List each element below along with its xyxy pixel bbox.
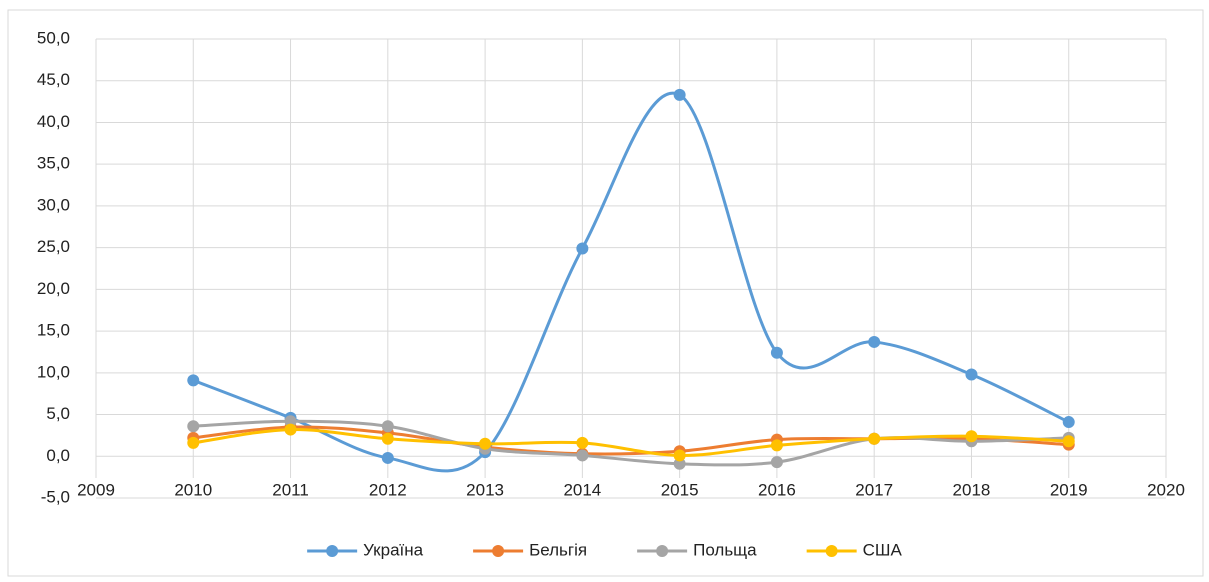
y-tick-label: 45,0 — [37, 70, 70, 89]
legend-label: Бельгія — [529, 540, 587, 559]
data-point — [381, 451, 394, 464]
data-point — [479, 437, 492, 450]
x-tick-label: 2019 — [1050, 480, 1088, 499]
data-point — [673, 88, 686, 101]
data-point — [187, 436, 200, 449]
y-tick-label: 15,0 — [37, 321, 70, 340]
x-tick-label: 2012 — [369, 480, 407, 499]
data-point — [381, 432, 394, 445]
legend-marker — [825, 545, 838, 557]
x-tick-label: 2015 — [661, 480, 699, 499]
x-tick-label: 2011 — [272, 480, 309, 499]
y-tick-label: 10,0 — [37, 362, 70, 381]
legend-label: Польща — [693, 540, 757, 559]
data-point — [965, 368, 978, 381]
x-tick-label: 2017 — [855, 480, 893, 499]
data-point — [576, 242, 589, 255]
legend-marker — [656, 545, 669, 557]
y-tick-label: 0,0 — [46, 446, 70, 465]
chart-border — [7, 9, 1204, 577]
data-point — [284, 415, 297, 428]
data-point — [187, 420, 200, 433]
x-tick-label: 2016 — [758, 480, 796, 499]
data-point — [284, 423, 297, 436]
y-tick-label: 30,0 — [37, 195, 70, 214]
data-point — [868, 432, 881, 445]
y-tick-label: 25,0 — [37, 237, 70, 256]
data-point — [965, 430, 978, 443]
y-tick-label: 5,0 — [46, 404, 70, 423]
x-tick-label: 2018 — [953, 480, 991, 499]
y-tick-label: 35,0 — [37, 154, 70, 173]
x-tick-label: 2010 — [174, 480, 212, 499]
data-point — [1062, 435, 1075, 448]
legend-label: Україна — [363, 540, 423, 559]
x-tick-label: 2014 — [563, 480, 601, 499]
y-tick-label: 20,0 — [37, 279, 70, 298]
data-point — [576, 436, 589, 449]
data-point — [770, 456, 783, 469]
x-tick-label: 2020 — [1147, 480, 1185, 499]
data-point — [673, 457, 686, 470]
data-point — [868, 335, 881, 348]
data-point — [576, 449, 589, 462]
legend-marker — [326, 545, 339, 557]
data-point — [381, 420, 394, 433]
data-point — [770, 346, 783, 359]
x-tick-label: 2013 — [466, 480, 504, 499]
legend-label: США — [863, 540, 903, 559]
data-point — [673, 449, 686, 462]
x-tick-label: 2009 — [77, 480, 115, 499]
legend-marker — [492, 545, 505, 557]
data-point — [1062, 416, 1075, 429]
y-tick-label: 50,0 — [37, 28, 70, 47]
series-line — [193, 419, 1069, 467]
series-line — [193, 428, 1069, 457]
data-point — [187, 374, 200, 387]
y-tick-label: 40,0 — [37, 112, 70, 131]
series-line — [192, 91, 1070, 473]
y-tick-label: -5,0 — [41, 487, 70, 506]
data-point — [770, 439, 783, 452]
